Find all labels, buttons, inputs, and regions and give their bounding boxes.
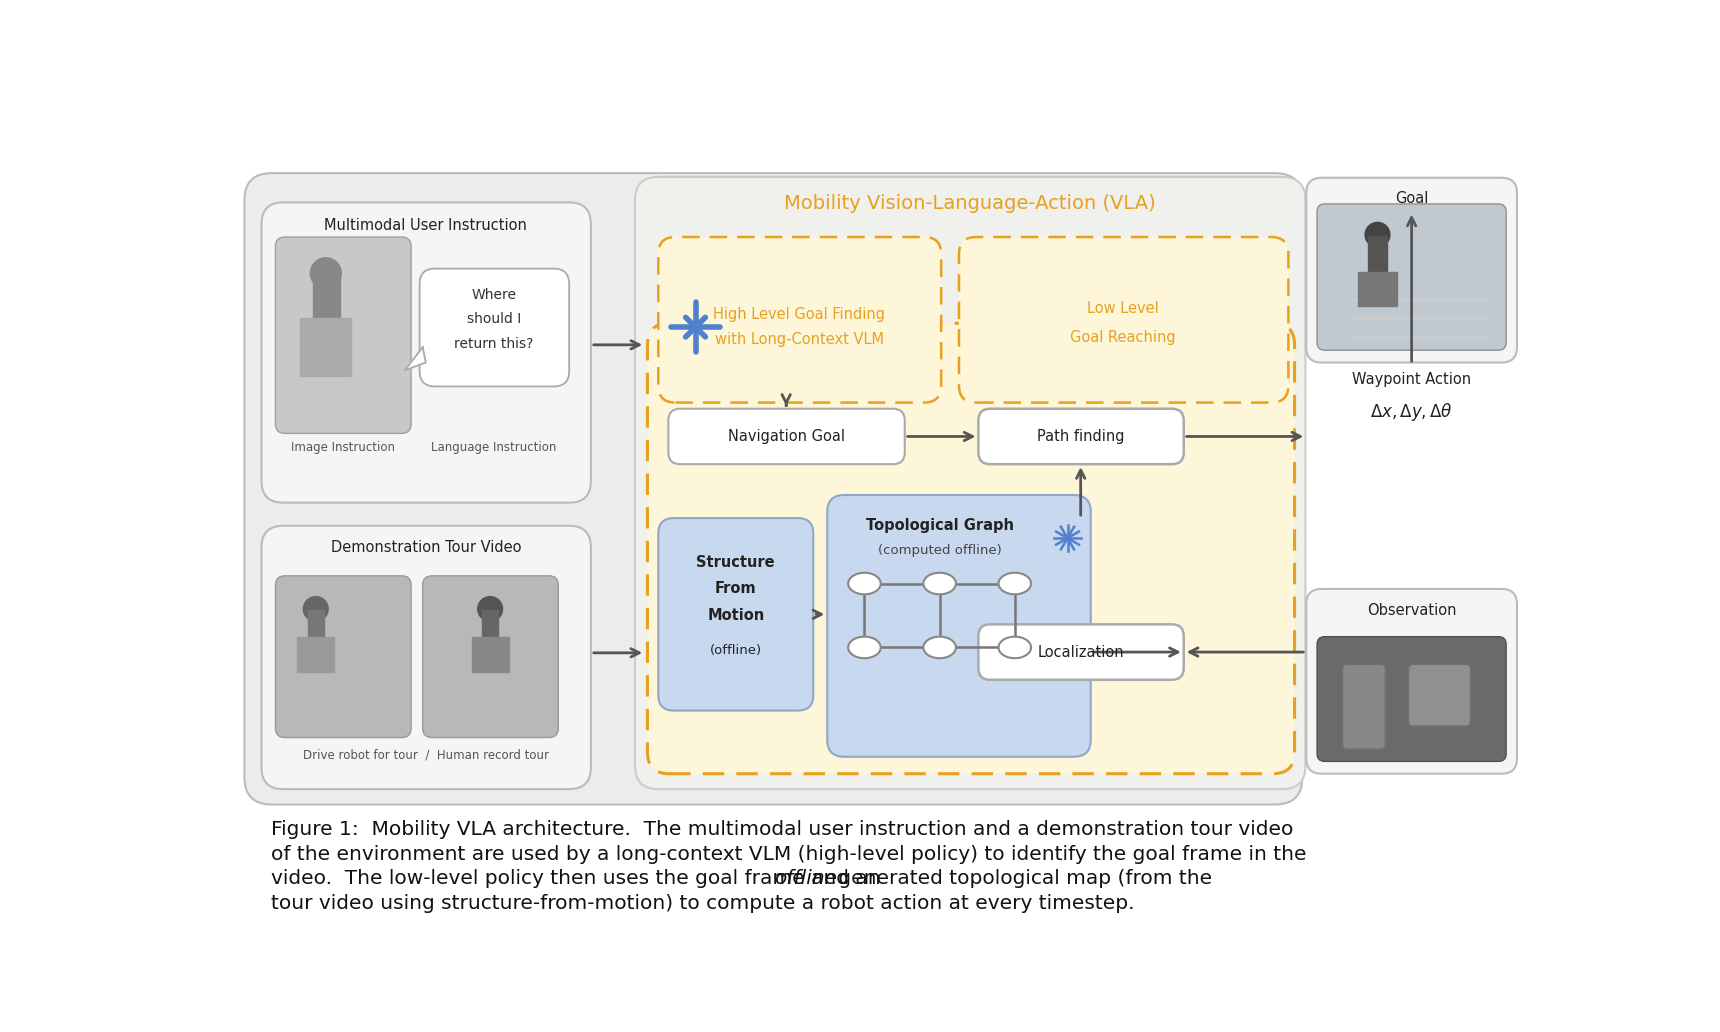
Text: tour video using structure-from-motion) to compute a robot action at every times: tour video using structure-from-motion) …: [270, 894, 1133, 913]
Text: Image Instruction: Image Instruction: [291, 441, 396, 454]
FancyBboxPatch shape: [659, 237, 941, 402]
Text: offline: offline: [774, 869, 838, 889]
Ellipse shape: [999, 637, 1030, 658]
FancyBboxPatch shape: [635, 176, 1305, 789]
Bar: [482, 611, 497, 638]
Ellipse shape: [924, 573, 956, 594]
FancyBboxPatch shape: [1318, 204, 1507, 350]
Text: Waypoint Action: Waypoint Action: [1352, 372, 1471, 387]
Text: Drive robot for tour  /  Human record tour: Drive robot for tour / Human record tour: [303, 749, 549, 762]
FancyBboxPatch shape: [1318, 637, 1507, 762]
Bar: [301, 318, 351, 376]
Circle shape: [303, 596, 329, 621]
Text: Path finding: Path finding: [1037, 429, 1125, 444]
Text: Multimodal User Instruction: Multimodal User Instruction: [325, 218, 528, 233]
FancyBboxPatch shape: [669, 409, 905, 464]
FancyBboxPatch shape: [647, 323, 1295, 774]
Text: video.  The low-level policy then uses the goal frame and an: video. The low-level policy then uses th…: [270, 869, 888, 889]
FancyBboxPatch shape: [979, 409, 1183, 464]
FancyBboxPatch shape: [827, 495, 1090, 756]
Text: Mobility Vision-Language-Action (VLA): Mobility Vision-Language-Action (VLA): [784, 194, 1156, 214]
Circle shape: [478, 596, 502, 621]
FancyBboxPatch shape: [1305, 589, 1517, 774]
Text: should I: should I: [466, 313, 521, 326]
Bar: [298, 638, 334, 672]
Ellipse shape: [999, 573, 1030, 594]
Text: generated topological map (from the: generated topological map (from the: [832, 869, 1213, 889]
Text: Topological Graph: Topological Graph: [865, 518, 1013, 534]
FancyBboxPatch shape: [244, 173, 1302, 805]
Text: Low Level: Low Level: [1087, 301, 1159, 316]
FancyBboxPatch shape: [960, 237, 1288, 402]
Text: $\Delta x, \Delta y, \Delta\theta$: $\Delta x, \Delta y, \Delta\theta$: [1371, 400, 1453, 423]
Bar: [1359, 271, 1397, 307]
Bar: [1367, 236, 1386, 271]
Text: High Level Goal Finding: High Level Goal Finding: [714, 307, 886, 322]
Polygon shape: [404, 347, 427, 370]
FancyBboxPatch shape: [275, 237, 411, 433]
Text: Navigation Goal: Navigation Goal: [728, 429, 845, 444]
Circle shape: [1366, 223, 1390, 247]
Bar: [313, 276, 341, 318]
FancyBboxPatch shape: [275, 576, 411, 738]
Ellipse shape: [924, 637, 956, 658]
Text: Motion: Motion: [707, 608, 764, 622]
Circle shape: [690, 322, 702, 332]
FancyBboxPatch shape: [1343, 665, 1385, 749]
FancyBboxPatch shape: [261, 525, 592, 789]
FancyBboxPatch shape: [261, 202, 592, 503]
Text: Goal: Goal: [1395, 191, 1428, 206]
Circle shape: [310, 258, 341, 289]
FancyBboxPatch shape: [979, 624, 1183, 680]
Ellipse shape: [848, 637, 881, 658]
Text: Where: Where: [471, 288, 516, 301]
Text: Figure 1:  Mobility VLA architecture.  The multimodal user instruction and a dem: Figure 1: Mobility VLA architecture. The…: [270, 819, 1293, 839]
Text: Goal Reaching: Goal Reaching: [1070, 329, 1176, 345]
FancyBboxPatch shape: [423, 576, 559, 738]
FancyBboxPatch shape: [659, 518, 814, 711]
Text: of the environment are used by a long-context VLM (high-level policy) to identif: of the environment are used by a long-co…: [270, 844, 1305, 864]
Text: From: From: [716, 581, 757, 596]
Text: Localization: Localization: [1037, 645, 1123, 659]
Bar: [471, 638, 509, 672]
Text: (offline): (offline): [710, 644, 762, 657]
Text: (computed offline): (computed offline): [877, 544, 1001, 557]
FancyBboxPatch shape: [1305, 178, 1517, 362]
Bar: [308, 611, 323, 638]
Text: Demonstration Tour Video: Demonstration Tour Video: [330, 540, 521, 555]
Text: return this?: return this?: [454, 337, 533, 351]
Text: Observation: Observation: [1367, 603, 1457, 618]
Text: Structure: Structure: [697, 555, 776, 571]
Text: Language Instruction: Language Instruction: [432, 441, 557, 454]
Ellipse shape: [848, 573, 881, 594]
FancyBboxPatch shape: [1409, 665, 1471, 725]
Text: with Long-Context VLM: with Long-Context VLM: [716, 332, 884, 347]
FancyBboxPatch shape: [420, 268, 569, 386]
